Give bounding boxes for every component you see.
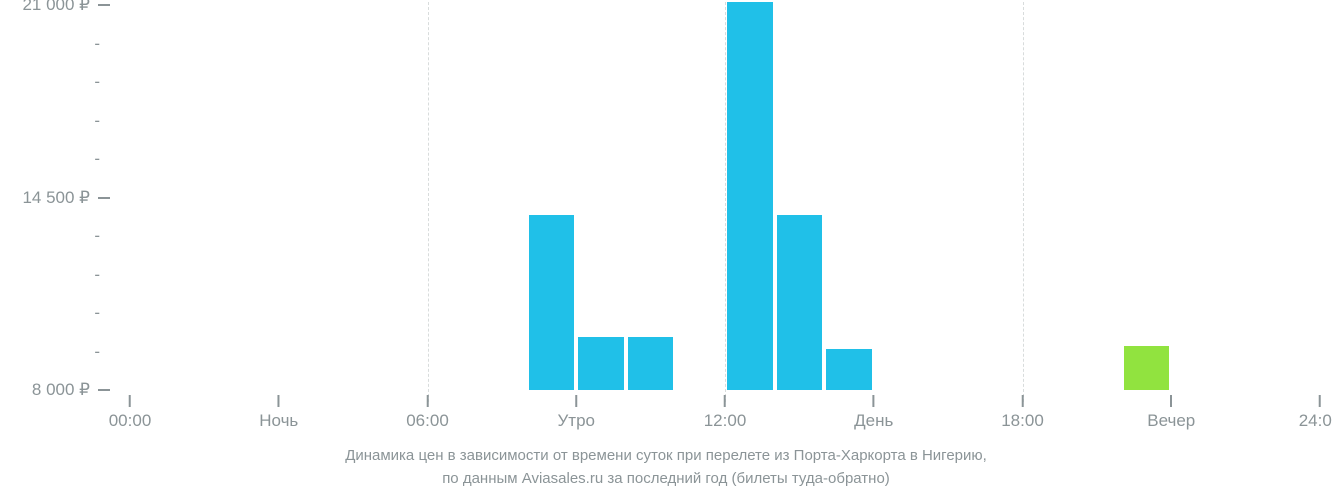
y-tick-major: 14 500 ₽ [20,188,110,208]
y-tick-minor-mark: - [94,265,100,285]
y-tick-label: 14 500 ₽ [20,188,90,208]
y-tick-minor-mark: - [94,149,100,169]
y-tick-minor: - [94,303,110,323]
x-tick: 06:00 [406,395,449,431]
x-tick-label: 12:00 [704,411,747,430]
y-tick-label: 8 000 ₽ [20,380,90,400]
x-tick-dash [1021,395,1023,407]
price-bar[interactable] [529,215,575,390]
plot-area [130,5,1320,390]
chart-caption: Динамика цен в зависимости от времени су… [0,445,1332,490]
price-bar[interactable] [628,337,674,390]
y-tick-dash [98,4,110,6]
y-tick-minor: - [94,149,110,169]
x-tick-label: 06:00 [406,411,449,430]
price-bar[interactable] [826,349,872,390]
period-separator [1023,2,1024,402]
y-tick-minor: - [94,342,110,362]
x-tick-label: Вечер [1147,411,1195,430]
x-tick-dash [1319,395,1321,407]
x-tick-dash [575,395,577,407]
y-axis: 8 000 ₽----14 500 ₽----21 000 ₽ [0,0,110,390]
y-tick-minor: - [94,72,110,92]
x-tick-label: Утро [558,411,596,430]
y-tick-minor: - [94,265,110,285]
y-tick-major: 8 000 ₽ [20,380,110,400]
price-bar[interactable] [727,2,773,390]
x-tick: Ночь [259,395,298,431]
period-separator [428,2,429,402]
y-tick-minor-mark: - [94,226,100,246]
x-axis: 00:00Ночь06:00Утро12:00День18:00Вечер24:… [130,395,1320,435]
x-tick-dash [873,395,875,407]
x-tick: 24:00 [1299,395,1332,431]
period-separator [725,2,726,402]
y-tick-dash [98,389,110,391]
x-tick: Вечер [1147,395,1195,431]
x-tick-dash [129,395,131,407]
y-tick-minor: - [94,111,110,131]
x-tick-dash [426,395,428,407]
caption-line-1: Динамика цен в зависимости от времени су… [0,445,1332,468]
x-tick: День [854,395,893,431]
x-tick-label: День [854,411,893,430]
x-tick-dash [278,395,280,407]
x-tick-label: 00:00 [109,411,152,430]
price-bar[interactable] [777,215,823,390]
y-tick-minor: - [94,226,110,246]
y-tick-minor-mark: - [94,303,100,323]
x-tick-label: Ночь [259,411,298,430]
price-bar[interactable] [578,337,624,390]
y-tick-minor-mark: - [94,111,100,131]
y-tick-minor-mark: - [94,342,100,362]
y-tick-dash [98,197,110,199]
y-tick-minor: - [94,34,110,54]
x-tick: Утро [558,395,596,431]
x-tick: 12:00 [704,395,747,431]
price-bar[interactable] [1124,346,1170,390]
x-tick: 18:00 [1001,395,1044,431]
x-tick-label: 24:00 [1299,411,1332,430]
y-tick-minor-mark: - [94,34,100,54]
price-by-hour-chart: 8 000 ₽----14 500 ₽----21 000 ₽ 00:00Ноч… [0,0,1332,502]
y-tick-major: 21 000 ₽ [20,0,110,15]
x-tick-dash [1170,395,1172,407]
x-tick: 00:00 [109,395,152,431]
y-tick-minor-mark: - [94,72,100,92]
x-tick-label: 18:00 [1001,411,1044,430]
caption-line-2: по данным Aviasales.ru за последний год … [0,468,1332,491]
x-tick-dash [724,395,726,407]
y-tick-label: 21 000 ₽ [20,0,90,15]
